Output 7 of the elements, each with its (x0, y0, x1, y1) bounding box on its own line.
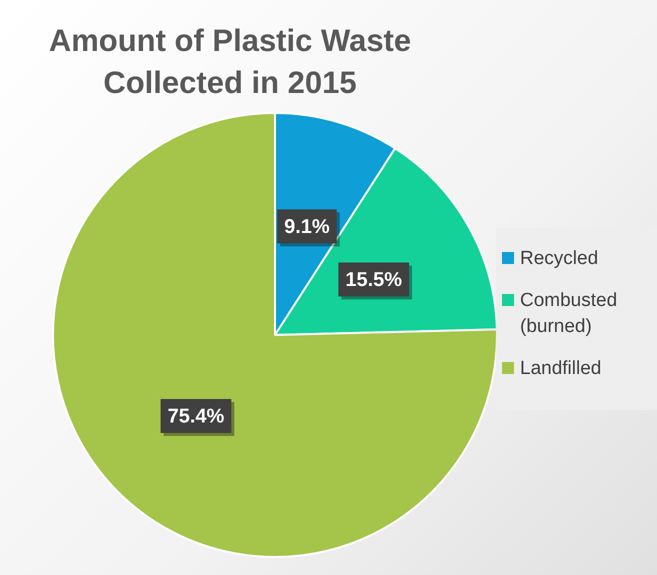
legend-label: Combusted (burned) (520, 289, 618, 339)
slice-label: Landfilled (520, 357, 602, 381)
legend-label: Recycled (520, 247, 598, 271)
data-label: 75.4% (168, 406, 225, 428)
chart-title: Amount of Plastic Waste Collected in 2015 (48, 22, 412, 102)
data-label: 15.5% (345, 269, 402, 292)
data-label: 9.1% (284, 216, 330, 238)
